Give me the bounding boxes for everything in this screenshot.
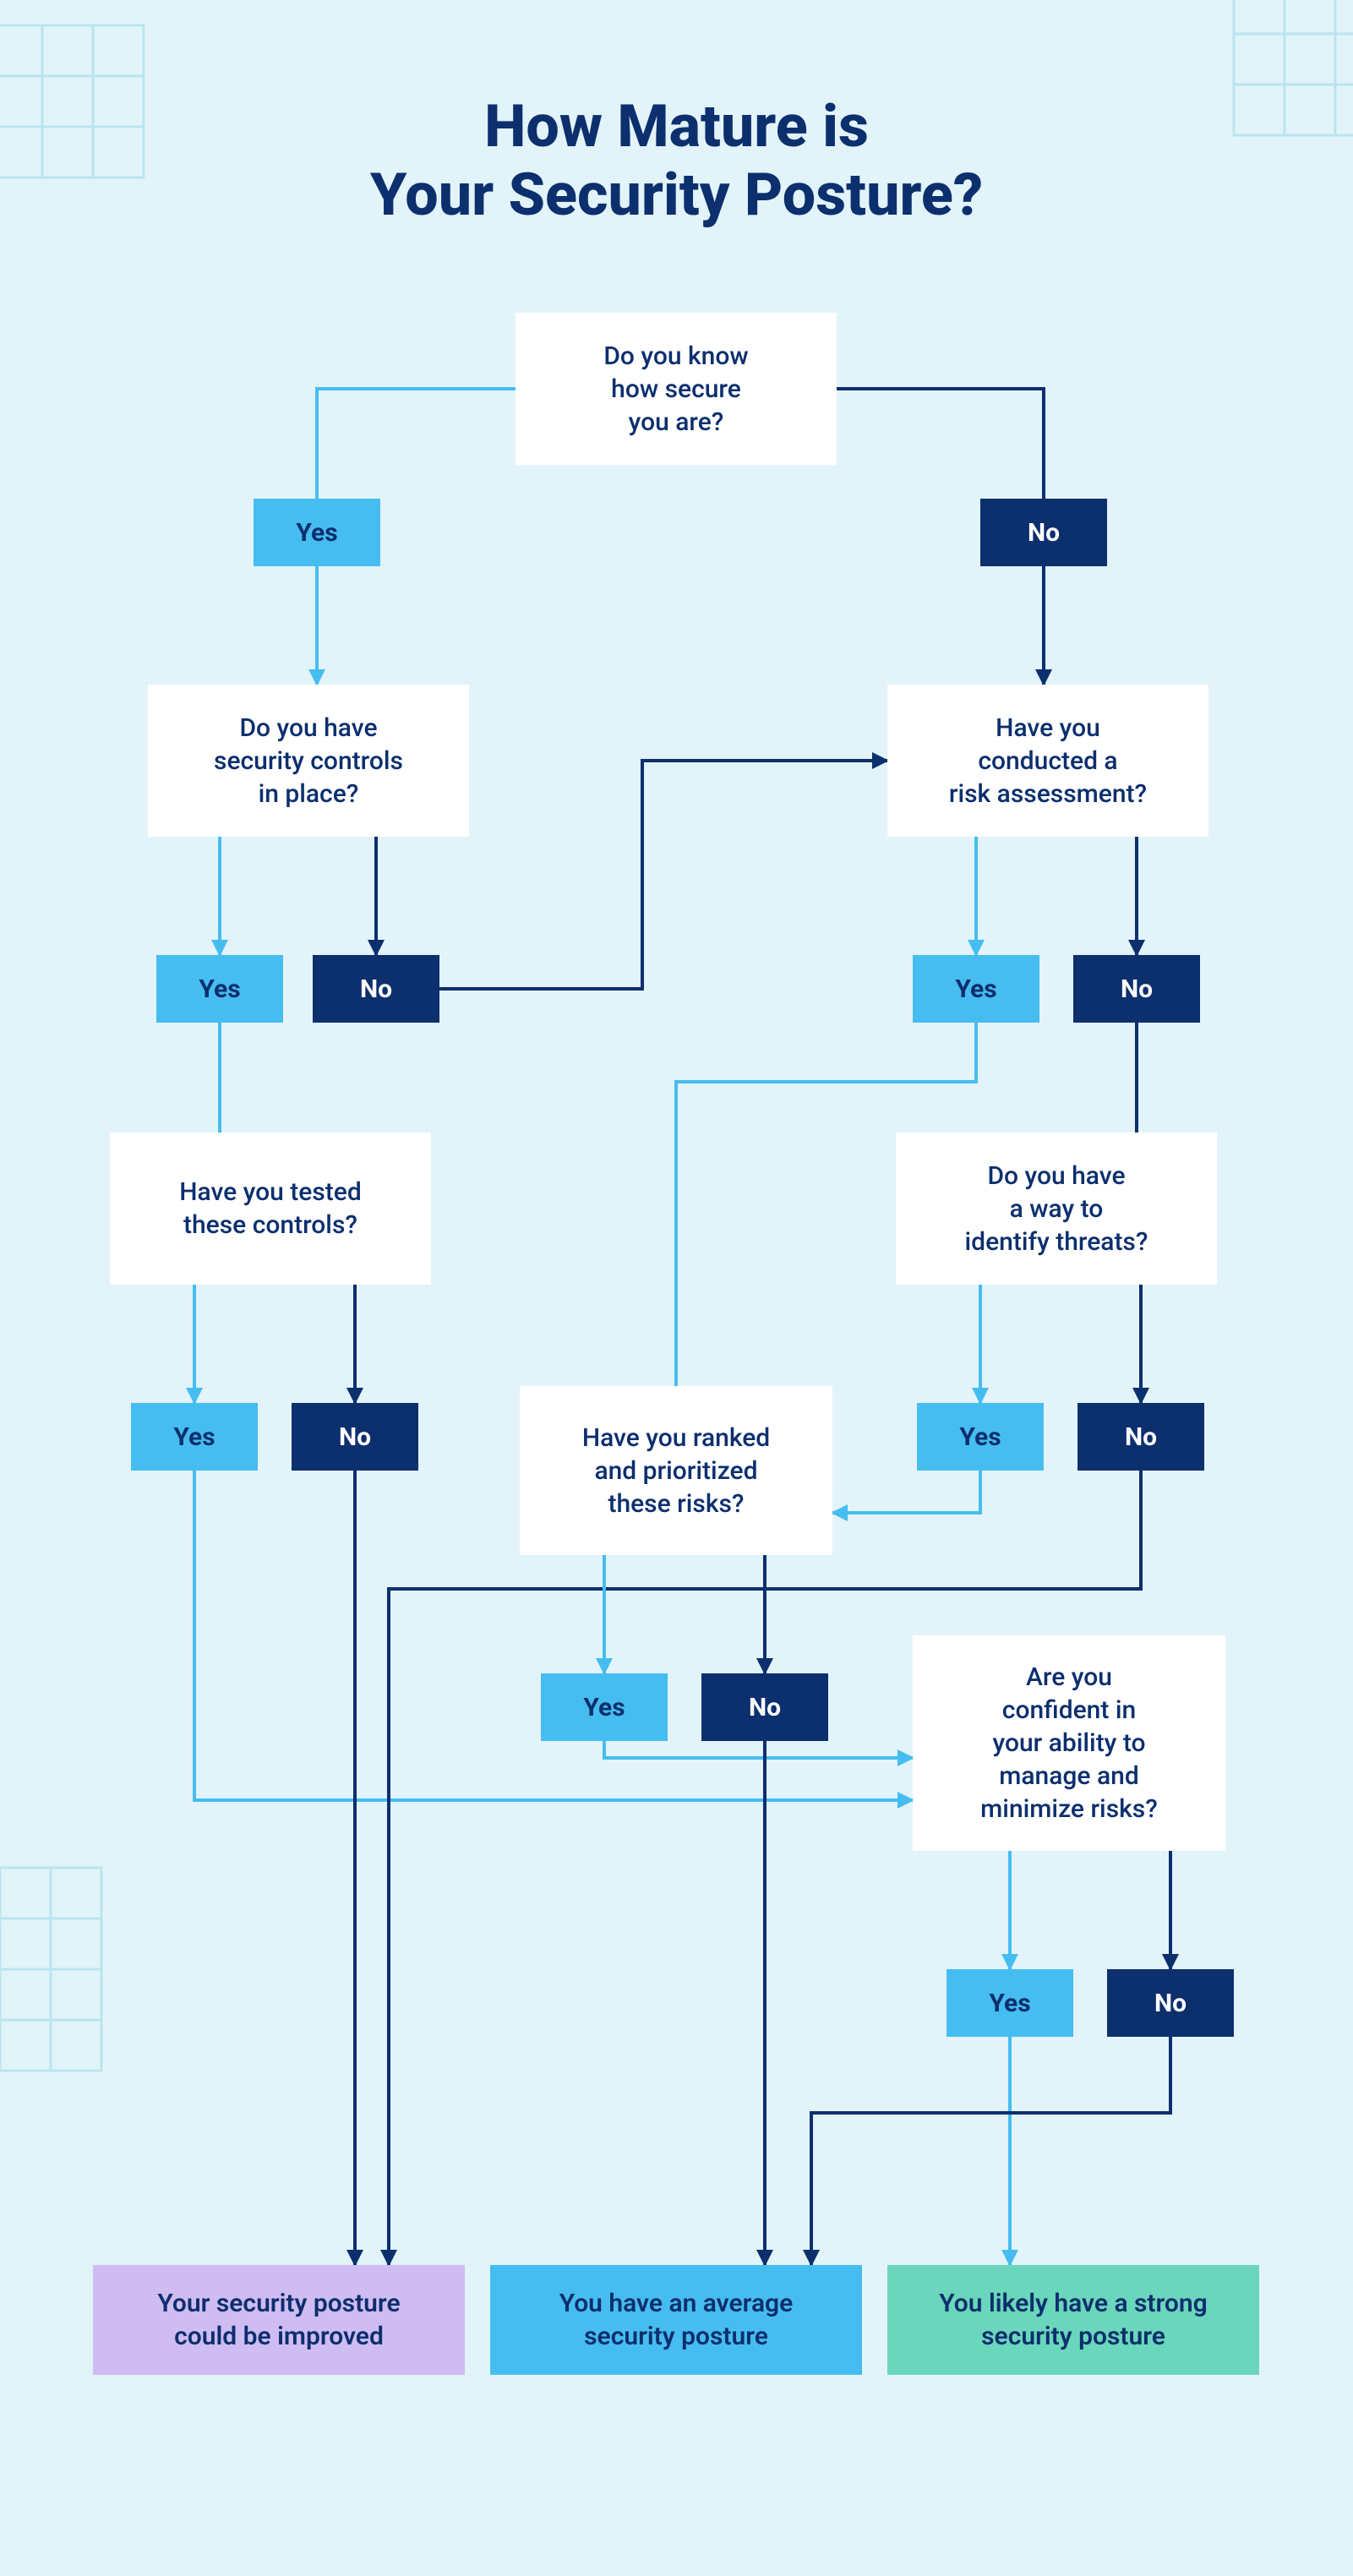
yes-box-y4: Yes xyxy=(131,1403,258,1471)
question-box-q4: Have you tested these controls? xyxy=(110,1132,431,1285)
flowchart-page: How Mature is Your Security Posture? Do … xyxy=(0,0,1353,2576)
yes-box-y5: Yes xyxy=(917,1403,1044,1471)
decor-square xyxy=(51,1918,101,1969)
outcome-box-o2: You have an average security posture xyxy=(490,2265,862,2375)
no-box-n4: No xyxy=(292,1403,418,1471)
edge-yes xyxy=(832,1471,980,1513)
no-box-n2: No xyxy=(313,955,439,1023)
question-box-q7: Are you confident in your ability to man… xyxy=(913,1635,1225,1851)
question-box-q1: Do you know how secure you are? xyxy=(516,313,837,465)
decor-square xyxy=(93,25,144,76)
no-box-n6: No xyxy=(701,1673,828,1741)
yes-box-y1: Yes xyxy=(254,499,380,566)
decor-square xyxy=(0,1918,51,1969)
no-box-n1: No xyxy=(980,499,1107,566)
edge-no xyxy=(837,389,1044,499)
question-box-q3: Have you conducted a risk assessment? xyxy=(887,685,1208,837)
decor-square xyxy=(0,1868,51,1918)
yes-box-y6: Yes xyxy=(541,1673,668,1741)
yes-box-y3: Yes xyxy=(913,955,1039,1023)
edge-yes xyxy=(604,1741,913,1758)
no-box-n3: No xyxy=(1073,955,1200,1023)
decor-square xyxy=(1234,34,1285,85)
decor-square xyxy=(1335,0,1353,34)
no-box-n5: No xyxy=(1077,1403,1204,1471)
edge-no xyxy=(811,2037,1170,2265)
outcome-box-o1: Your security posture could be improved xyxy=(93,2265,465,2375)
decor-square xyxy=(0,25,42,76)
decor-square xyxy=(1285,34,1335,85)
yes-box-y7: Yes xyxy=(947,1969,1073,2037)
outcome-box-o3: You likely have a strong security postur… xyxy=(887,2265,1259,2375)
edge-no xyxy=(439,761,887,989)
page-title: How Mature is Your Security Posture? xyxy=(0,93,1353,229)
decor-square xyxy=(1335,34,1353,85)
decor-square xyxy=(1234,0,1285,34)
yes-box-y2: Yes xyxy=(156,955,283,1023)
decor-square xyxy=(42,25,93,76)
question-box-q6: Have you ranked and prioritized these ri… xyxy=(520,1386,832,1555)
question-box-q2: Do you have security controls in place? xyxy=(148,685,469,837)
decor-square xyxy=(51,1868,101,1918)
decor-square xyxy=(0,2020,51,2071)
decor-square xyxy=(51,2020,101,2071)
decor-square xyxy=(0,1969,51,2020)
question-box-q5: Do you have a way to identify threats? xyxy=(896,1132,1217,1285)
edge-yes xyxy=(317,389,516,499)
decor-square xyxy=(1285,0,1335,34)
decor-square xyxy=(51,1969,101,2020)
no-box-n7: No xyxy=(1107,1969,1234,2037)
